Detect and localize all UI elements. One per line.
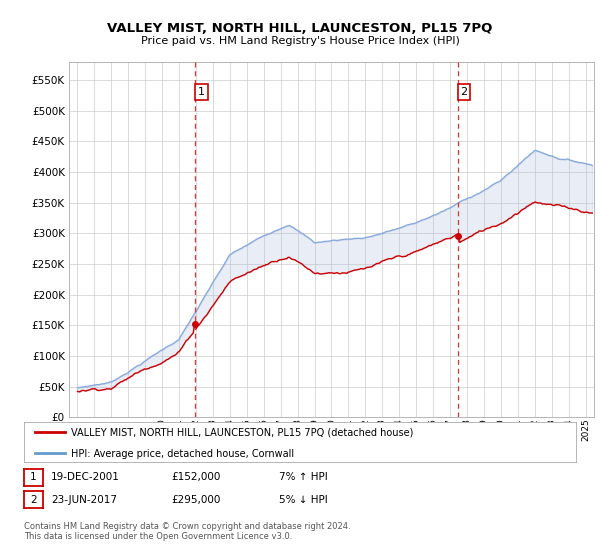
Text: Price paid vs. HM Land Registry's House Price Index (HPI): Price paid vs. HM Land Registry's House … [140, 36, 460, 46]
Text: £295,000: £295,000 [171, 494, 220, 505]
Text: VALLEY MIST, NORTH HILL, LAUNCESTON, PL15 7PQ: VALLEY MIST, NORTH HILL, LAUNCESTON, PL1… [107, 22, 493, 35]
Text: 19-DEC-2001: 19-DEC-2001 [51, 472, 120, 482]
Text: Contains HM Land Registry data © Crown copyright and database right 2024.
This d: Contains HM Land Registry data © Crown c… [24, 522, 350, 542]
Text: 23-JUN-2017: 23-JUN-2017 [51, 494, 117, 505]
Text: 2: 2 [30, 494, 37, 505]
Text: 5% ↓ HPI: 5% ↓ HPI [279, 494, 328, 505]
Text: HPI: Average price, detached house, Cornwall: HPI: Average price, detached house, Corn… [71, 449, 294, 459]
Text: VALLEY MIST, NORTH HILL, LAUNCESTON, PL15 7PQ (detached house): VALLEY MIST, NORTH HILL, LAUNCESTON, PL1… [71, 428, 413, 438]
Text: £152,000: £152,000 [171, 472, 220, 482]
Text: 7% ↑ HPI: 7% ↑ HPI [279, 472, 328, 482]
Text: 1: 1 [198, 87, 205, 97]
Text: 2: 2 [461, 87, 467, 97]
Text: 1: 1 [30, 472, 37, 482]
